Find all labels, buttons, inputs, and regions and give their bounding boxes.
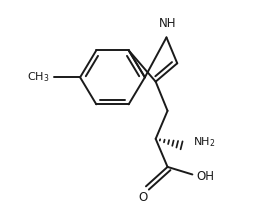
Text: NH: NH xyxy=(159,17,176,30)
Text: O: O xyxy=(139,191,148,204)
Text: OH: OH xyxy=(196,170,214,183)
Text: NH$_2$: NH$_2$ xyxy=(193,135,216,149)
Text: CH$_3$: CH$_3$ xyxy=(27,71,50,84)
